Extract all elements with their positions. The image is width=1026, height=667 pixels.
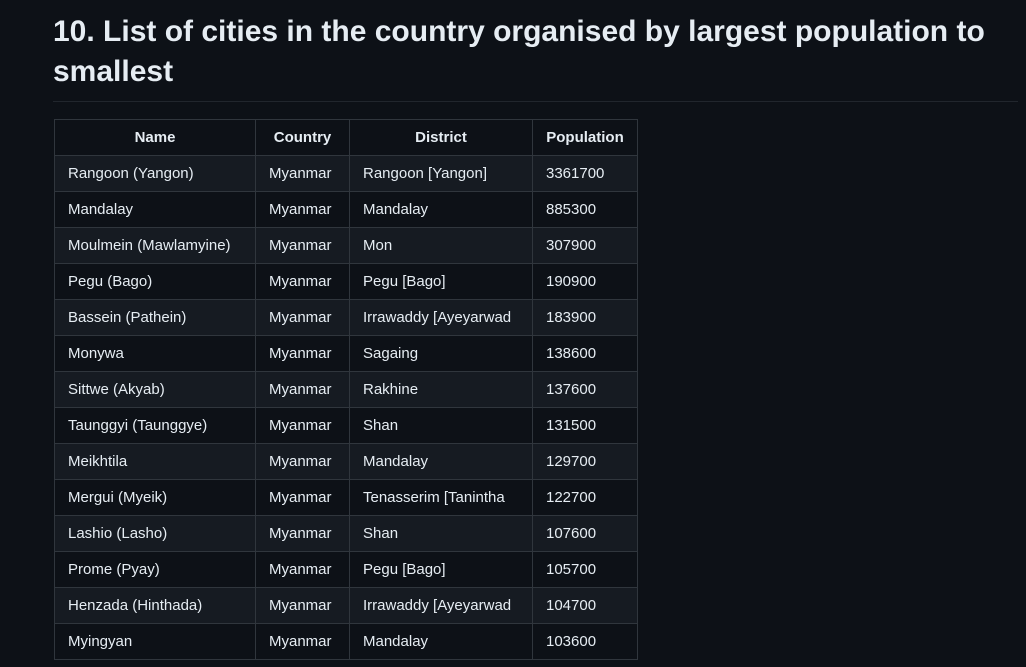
cell-name: Rangoon (Yangon) (54, 155, 256, 192)
cell-district: Mandalay (349, 623, 533, 660)
cell-country: Myanmar (255, 587, 350, 624)
cell-name: Henzada (Hinthada) (54, 587, 256, 624)
table-row: Prome (Pyay) Myanmar Pegu [Bago] 105700 (54, 551, 638, 588)
cell-country: Myanmar (255, 479, 350, 516)
cell-country: Myanmar (255, 443, 350, 480)
table-row: Taunggyi (Taunggye) Myanmar Shan 131500 (54, 407, 638, 444)
cell-name: Moulmein (Mawlamyine) (54, 227, 256, 264)
table-row: Sittwe (Akyab) Myanmar Rakhine 137600 (54, 371, 638, 408)
cell-population: 129700 (532, 443, 638, 480)
cell-country: Myanmar (255, 299, 350, 336)
cell-country: Myanmar (255, 407, 350, 444)
cell-district: Rakhine (349, 371, 533, 408)
table-row: Henzada (Hinthada) Myanmar Irrawaddy [Ayey… (54, 587, 638, 624)
cell-district: Mon (349, 227, 533, 264)
cell-population: 190900 (532, 263, 638, 300)
cell-district: Irrawaddy [Ayeyarwad (349, 299, 533, 336)
table-row: Rangoon (Yangon) Myanmar Rangoon [Yangon] 3… (54, 155, 638, 192)
cell-district: Irrawaddy [Ayeyarwad (349, 587, 533, 624)
cell-population: 105700 (532, 551, 638, 588)
table-row: Lashio (Lasho) Myanmar Shan 107600 (54, 515, 638, 552)
cell-name: Meikhtila (54, 443, 256, 480)
cell-population: 885300 (532, 191, 638, 228)
cell-name: Mandalay (54, 191, 256, 228)
city-population-table: Name Country District Population Rangoon… (54, 119, 638, 660)
table-header-row: Name Country District Population (54, 119, 638, 156)
cell-country: Myanmar (255, 263, 350, 300)
table-row: Monywa Myanmar Sagaing 138600 (54, 335, 638, 372)
cell-country: Myanmar (255, 155, 350, 192)
section-heading: 10. List of cities in the country organi… (53, 12, 1018, 102)
cell-district: Shan (349, 515, 533, 552)
cell-population: 137600 (532, 371, 638, 408)
cell-population: 104700 (532, 587, 638, 624)
cell-name: Myingyan (54, 623, 256, 660)
cell-population: 122700 (532, 479, 638, 516)
cell-district: Pegu [Bago] (349, 263, 533, 300)
table-row: Pegu (Bago) Myanmar Pegu [Bago] 190900 (54, 263, 638, 300)
table-row: Mandalay Myanmar Mandalay 885300 (54, 191, 638, 228)
column-header-district: District (349, 119, 533, 156)
cell-country: Myanmar (255, 227, 350, 264)
cell-population: 183900 (532, 299, 638, 336)
cell-country: Myanmar (255, 515, 350, 552)
table-body: Rangoon (Yangon) Myanmar Rangoon [Yangon] 3… (54, 155, 638, 660)
cell-country: Myanmar (255, 191, 350, 228)
cell-district: Rangoon [Yangon] (349, 155, 533, 192)
cell-population: 131500 (532, 407, 638, 444)
cell-country: Myanmar (255, 335, 350, 372)
table-row: Mergui (Myeik) Myanmar Tenasserim [Taninth… (54, 479, 638, 516)
cell-country: Myanmar (255, 623, 350, 660)
cell-name: Sittwe (Akyab) (54, 371, 256, 408)
cell-district: Tenasserim [Tanintha (349, 479, 533, 516)
cell-name: Pegu (Bago) (54, 263, 256, 300)
cell-name: Bassein (Pathein) (54, 299, 256, 336)
cell-name: Lashio (Lasho) (54, 515, 256, 552)
cell-name: Mergui (Myeik) (54, 479, 256, 516)
table-row: Meikhtila Myanmar Mandalay 129700 (54, 443, 638, 480)
cell-country: Myanmar (255, 371, 350, 408)
column-header-population: Population (532, 119, 638, 156)
column-header-name: Name (54, 119, 256, 156)
table-row: Moulmein (Mawlamyine) Myanmar Mon 307900 (54, 227, 638, 264)
cell-district: Sagaing (349, 335, 533, 372)
cell-district: Mandalay (349, 191, 533, 228)
cell-district: Mandalay (349, 443, 533, 480)
cell-district: Pegu [Bago] (349, 551, 533, 588)
cell-district: Shan (349, 407, 533, 444)
cell-population: 307900 (532, 227, 638, 264)
cell-population: 3361700 (532, 155, 638, 192)
table-row: Bassein (Pathein) Myanmar Irrawaddy [Ayeya… (54, 299, 638, 336)
cell-population: 138600 (532, 335, 638, 372)
cell-population: 103600 (532, 623, 638, 660)
cell-name: Monywa (54, 335, 256, 372)
table-row: Myingyan Myanmar Mandalay 103600 (54, 623, 638, 660)
cell-country: Myanmar (255, 551, 350, 588)
cell-population: 107600 (532, 515, 638, 552)
cell-name: Prome (Pyay) (54, 551, 256, 588)
column-header-country: Country (255, 119, 350, 156)
cell-name: Taunggyi (Taunggye) (54, 407, 256, 444)
